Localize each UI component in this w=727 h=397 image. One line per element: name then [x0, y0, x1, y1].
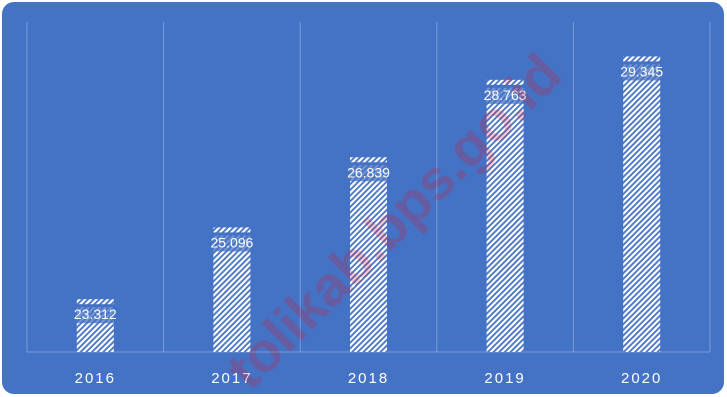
- bar-2020: [623, 64, 661, 352]
- x-tick-label: 2017: [211, 370, 252, 387]
- x-tick-label: 2016: [75, 370, 116, 387]
- data-label-box: [74, 305, 116, 324]
- x-axis-tick-labels: 2016 2017 2018 2019 2020: [75, 370, 662, 387]
- x-tick-label: 2018: [348, 370, 389, 387]
- data-label-box: [484, 85, 526, 104]
- bar-cap-2017: [213, 227, 251, 233]
- data-label: 23.312: [74, 306, 117, 322]
- data-labels: 23.312 25.096 26.839 28.763 29.345: [74, 62, 663, 324]
- bar-2018: [350, 165, 387, 352]
- data-label: 25.096: [210, 234, 253, 250]
- data-label: 28.763: [484, 87, 527, 103]
- bar-2017: [213, 235, 251, 352]
- data-label-box: [211, 233, 253, 252]
- gridlines: [26, 22, 711, 353]
- bar-cap-2016: [76, 299, 114, 305]
- bar-cap-2018: [350, 157, 387, 163]
- bar-cap-2019: [486, 79, 524, 85]
- data-label: 29.345: [620, 63, 663, 79]
- x-tick-label: 2019: [484, 370, 525, 387]
- bar-2019: [486, 87, 524, 352]
- data-label-box: [348, 163, 389, 182]
- data-label: 26.839: [347, 164, 390, 180]
- x-tick-label: 2020: [621, 370, 662, 387]
- data-label-box: [621, 62, 663, 81]
- bar-cap-2020: [623, 56, 661, 62]
